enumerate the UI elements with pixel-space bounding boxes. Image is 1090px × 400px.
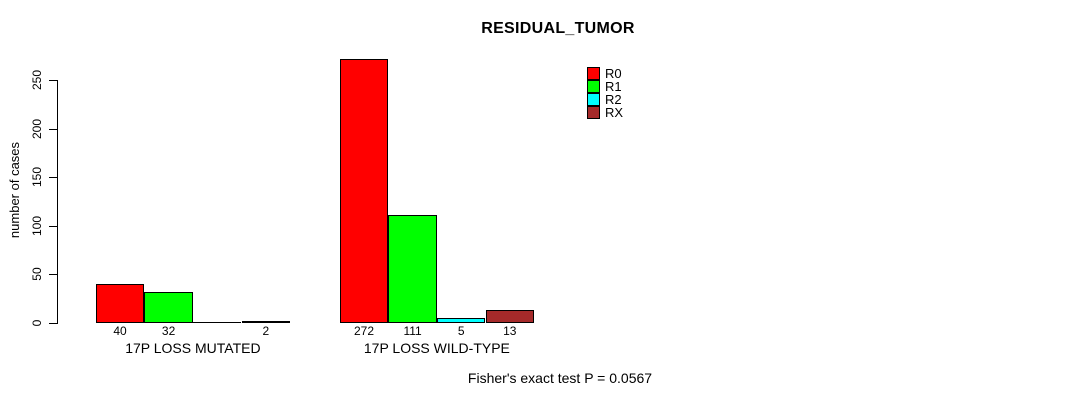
chart-title: RESIDUAL_TUMOR: [481, 20, 635, 37]
x-category-label: 17P LOSS WILD-TYPE: [363, 340, 510, 356]
bar-R1: [388, 215, 437, 323]
y-tick-mark: [49, 80, 57, 81]
x-category-label: 17P LOSS MUTATED: [125, 340, 261, 356]
legend-swatch-R0: [587, 67, 600, 80]
y-tick-label: 100: [30, 215, 44, 237]
legend-swatch-R2: [587, 93, 600, 106]
y-tick-label: 250: [30, 69, 44, 91]
legend-label-R0: R0: [605, 66, 622, 81]
legend-label-R1: R1: [605, 79, 622, 94]
y-axis-label: number of cases: [7, 141, 22, 239]
legend-label-R2: R2: [605, 92, 622, 107]
y-tick-label: 200: [30, 118, 44, 140]
legend-label-RX: RX: [605, 105, 624, 120]
bar-R2: [436, 318, 486, 323]
y-tick-mark: [49, 274, 57, 275]
bar-value-label: 5: [457, 324, 465, 338]
bar-R0: [339, 59, 389, 323]
bar-RX: [241, 321, 291, 323]
bar-R2: [192, 322, 242, 323]
stat-test-caption: Fisher's exact test P = 0.0567: [467, 370, 653, 386]
bar-value-label: 40: [113, 324, 127, 338]
y-tick-label: 0: [30, 319, 44, 327]
y-tick-mark: [49, 323, 57, 324]
bar-value-label: 2: [262, 324, 270, 338]
bar-value-label: 13: [503, 324, 517, 338]
bar-value-label: 272: [353, 324, 375, 338]
y-tick-label: 50: [30, 267, 44, 281]
y-tick-mark: [49, 177, 57, 178]
bar-value-label: 111: [403, 324, 422, 338]
y-tick-mark: [49, 129, 57, 130]
bar-value-label: 32: [161, 324, 176, 338]
y-axis-line: [57, 80, 58, 324]
y-tick-mark: [49, 226, 57, 227]
bar-R0: [95, 284, 145, 323]
y-tick-label: 150: [30, 166, 44, 188]
legend-swatch-RX: [587, 106, 600, 119]
bar-R1: [144, 292, 193, 323]
bar-RX: [485, 310, 535, 323]
legend-swatch-R1: [587, 80, 600, 93]
